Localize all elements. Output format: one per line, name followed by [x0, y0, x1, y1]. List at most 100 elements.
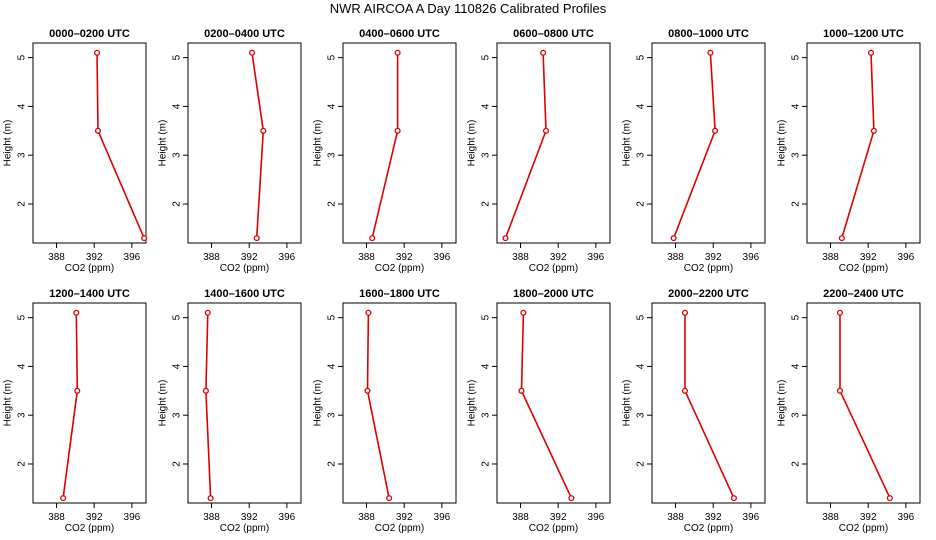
x-axis-label: CO2 (ppm)	[839, 523, 888, 534]
x-tick-label: 388	[48, 252, 65, 263]
y-tick-label: 4	[172, 103, 183, 109]
data-point	[520, 309, 527, 316]
plot-frame	[32, 302, 147, 504]
plot-frame	[806, 42, 921, 244]
data-point	[93, 49, 101, 56]
y-tick-label: 2	[17, 201, 28, 207]
y-axis-label: Height (m)	[3, 380, 14, 427]
y-tick-label: 3	[636, 152, 647, 158]
data-point	[870, 127, 877, 134]
data-point	[886, 495, 893, 502]
data-point	[74, 387, 81, 394]
data-point	[681, 309, 689, 316]
profile-panel: 0000–0200 UTC 388 392 396 CO2 (ppm) 2 3 4 5 Heigh…	[3, 28, 148, 274]
data-point	[502, 235, 509, 242]
y-tick-label: 2	[172, 461, 183, 467]
x-tick-label: 392	[241, 252, 258, 263]
panel-title: 0600–0800 UTC	[513, 28, 594, 40]
y-tick-label: 5	[17, 314, 28, 320]
y-axis-label: Height (m)	[622, 380, 633, 427]
co2-profile-line	[251, 52, 265, 239]
data-point	[204, 309, 211, 316]
x-axis-label: CO2 (ppm)	[65, 263, 114, 274]
plot-frame	[806, 302, 921, 504]
co2-profile-line	[520, 312, 573, 499]
x-tick-label: 396	[588, 512, 605, 523]
y-tick-label: 5	[636, 54, 647, 60]
y-tick-label: 3	[327, 152, 338, 158]
y-tick-label: 2	[791, 201, 802, 207]
y-tick-label: 5	[17, 54, 28, 60]
data-point	[365, 309, 372, 316]
panel-title: 1800–2000 UTC	[513, 288, 594, 300]
data-point	[73, 309, 80, 316]
x-tick-label: 388	[822, 252, 839, 263]
profile-panel: 2200–2400 UTC 388 392 396 CO2 (ppm) 2 3 4 5 Heigh…	[777, 288, 921, 534]
x-tick-label: 392	[86, 252, 103, 263]
plot-frame	[651, 302, 766, 504]
data-point	[730, 495, 737, 502]
y-tick-label: 3	[17, 412, 28, 418]
x-tick-label: 396	[743, 252, 760, 263]
plot-frame	[496, 42, 611, 244]
y-tick-label: 4	[172, 363, 183, 369]
x-tick-label: 396	[434, 512, 451, 523]
y-tick-label: 4	[636, 103, 647, 109]
y-tick-label: 4	[327, 363, 338, 369]
data-point	[60, 495, 67, 502]
y-tick-label: 3	[327, 412, 338, 418]
y-tick-label: 5	[172, 54, 183, 60]
data-point	[867, 49, 875, 56]
x-tick-label: 388	[203, 252, 220, 263]
plot-frame	[496, 302, 611, 504]
x-tick-label: 392	[396, 512, 413, 523]
plot-frame	[187, 302, 302, 504]
x-axis-label: CO2 (ppm)	[220, 263, 269, 274]
y-tick-label: 5	[791, 314, 802, 320]
panel-title: 0400–0600 UTC	[359, 28, 440, 40]
panel-title: 0200–0400 UTC	[204, 28, 285, 40]
co2-profile-line	[504, 52, 547, 239]
x-axis-label: CO2 (ppm)	[684, 263, 733, 274]
x-tick-label: 396	[898, 512, 915, 523]
x-axis-label: CO2 (ppm)	[839, 263, 888, 274]
y-tick-label: 2	[636, 461, 647, 467]
co2-profile-line	[672, 52, 716, 239]
y-tick-label: 5	[481, 54, 492, 60]
y-tick-label: 3	[481, 412, 492, 418]
data-point	[542, 127, 550, 134]
x-axis-label: CO2 (ppm)	[529, 523, 578, 534]
x-tick-label: 392	[860, 252, 877, 263]
profile-panel: 1400–1600 UTC 388 392 396 CO2 (ppm) 2 3 4 5 Heigh…	[158, 288, 302, 534]
x-axis-label: CO2 (ppm)	[529, 263, 578, 274]
data-point	[568, 495, 575, 502]
x-tick-label: 392	[241, 512, 258, 523]
y-tick-label: 5	[791, 54, 802, 60]
x-tick-label: 388	[358, 512, 375, 523]
data-point	[253, 235, 260, 242]
y-tick-label: 2	[172, 201, 183, 207]
panel-title: 0000–0200 UTC	[49, 28, 130, 40]
x-tick-label: 388	[822, 512, 839, 523]
y-tick-label: 2	[636, 201, 647, 207]
x-tick-label: 388	[667, 512, 684, 523]
y-tick-label: 2	[17, 461, 28, 467]
x-axis-label: CO2 (ppm)	[375, 263, 424, 274]
data-point	[364, 387, 371, 394]
y-tick-label: 4	[791, 103, 802, 109]
data-point	[518, 387, 525, 394]
y-axis-label: Height (m)	[467, 120, 478, 167]
x-axis-label: CO2 (ppm)	[65, 523, 114, 534]
co2-profile-line	[62, 312, 79, 499]
data-point	[836, 387, 844, 394]
y-tick-label: 5	[172, 314, 183, 320]
plot-frame	[651, 42, 766, 244]
y-axis-label: Height (m)	[777, 380, 788, 427]
co2-profile-line	[96, 52, 145, 239]
x-tick-label: 396	[588, 252, 605, 263]
data-point	[260, 127, 267, 134]
x-axis-label: CO2 (ppm)	[684, 523, 733, 534]
data-point	[540, 49, 547, 56]
data-point	[681, 387, 689, 394]
